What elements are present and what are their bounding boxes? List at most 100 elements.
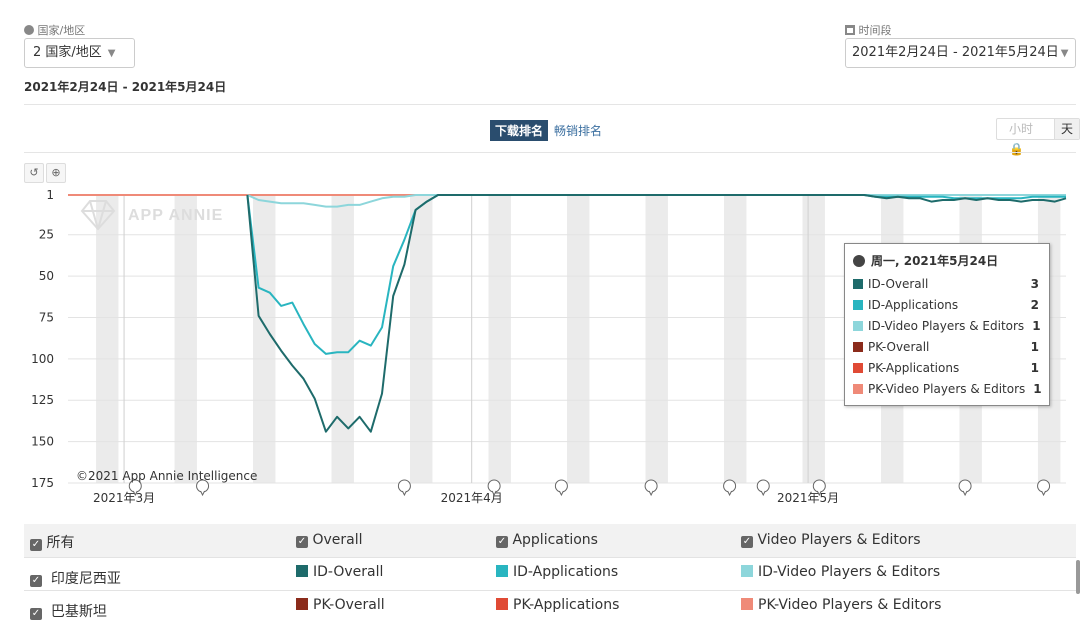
legend-row: ✓ 巴基斯坦 PK-Overall PK-Applications PK-Vid… [24,590,1076,623]
watermark-text: APP ANNIE [128,207,223,224]
x-tick-label: 2021年5月 [777,491,839,505]
tooltip-series-value: 3 [1030,276,1039,291]
event-marker-circle [397,479,411,493]
series-swatch [741,565,753,577]
y-tick-label: 125 [31,393,54,407]
period-select[interactable]: 2021年2月24日 - 2021年5月24日 ▼ [845,38,1076,68]
checkbox-checked-icon: ✓ [30,608,42,620]
y-tick-label: 25 [39,228,54,242]
event-marker-tail [648,490,654,497]
tooltip-series-value: 1 [1032,318,1041,333]
event-marker-tail [727,490,733,497]
legend-video-checkbox[interactable]: ✓ Video Players & Editors [741,532,921,548]
divider [24,152,1076,153]
y-tick-label: 175 [31,476,54,490]
x-tick-label: 2021年3月 [93,491,155,505]
event-marker-icon [723,479,737,497]
series-swatch [496,565,508,577]
legend-item-pk-applications[interactable]: PK-Applications [496,597,619,613]
tab-grossing-rank[interactable]: 畅销排名 [554,124,603,138]
legend-item-id-applications[interactable]: ID-Applications [496,564,618,580]
legend-item-pk-video[interactable]: PK-Video Players & Editors [741,597,941,613]
app-annie-watermark: APP ANNIE [80,200,223,231]
series-swatch [741,598,753,610]
tooltip-series-name: PK-Applications [868,360,960,375]
event-marker-tail [1041,490,1047,497]
series-swatch [853,320,863,331]
series-line-id-overall [246,194,1067,433]
tooltip-series-value: 1 [1033,381,1042,396]
globe-icon [24,25,34,35]
tab-download-rank[interactable]: 下载排名 [490,120,549,141]
event-marker-circle [723,479,737,493]
event-marker-tail [558,490,564,497]
legend-item-id-video[interactable]: ID-Video Players & Editors [741,564,940,580]
weekend-band [96,195,119,483]
event-marker-tail [962,490,968,497]
event-marker-icon [397,479,411,497]
series-swatch [853,341,863,352]
tooltip-series-name: ID-Overall [868,276,929,291]
checkbox-checked-icon: ✓ [741,536,753,548]
granularity-day[interactable]: 天 [1053,119,1079,139]
tooltip-title: 周一, 2021年5月24日 [871,254,999,268]
event-marker-circle [756,479,770,493]
caret-down-icon: ▼ [107,48,116,59]
series-swatch [496,598,508,610]
event-marker-tail [132,490,138,497]
event-marker-icon [812,479,826,497]
y-tick-label: 75 [39,310,54,324]
globe-icon [853,254,865,267]
y-tick-label: 1 [46,188,54,202]
tooltip-series-name: ID-Video Players & Editors [868,318,1025,333]
legend-country-id[interactable]: ✓ 印度尼西亚 [30,571,121,587]
tooltip-row: PK-Applications 1 [853,357,1039,378]
event-marker-circle [958,479,972,493]
granularity-hour[interactable]: 小时 🔒 [997,119,1054,156]
country-select[interactable]: 2 国家/地区 ▼ [24,38,135,68]
event-marker-tail [401,490,407,497]
event-marker-icon [756,479,770,497]
caret-down-icon: ▼ [1060,48,1069,59]
event-marker-tail [760,490,766,497]
event-marker-icon [644,479,658,497]
legend-applications-checkbox[interactable]: ✓ Applications [496,532,598,548]
series-swatch [853,383,863,394]
legend-item-pk-overall[interactable]: PK-Overall [296,597,385,613]
series-swatch [853,278,863,289]
y-tick-label: 150 [31,435,54,449]
chart-tooltip: 周一, 2021年5月24日 ID-Overall 3 ID-Application… [844,243,1050,406]
zoom-in-icon[interactable]: ⊕ [46,163,66,183]
date-range-title: 2021年2月24日 - 2021年5月24日 [24,80,227,94]
legend-country-pk[interactable]: ✓ 巴基斯坦 [30,604,107,620]
event-marker-tail [491,490,497,497]
y-tick-label: 50 [39,269,54,283]
diamond-logo-icon [80,200,116,231]
legend-item-id-overall[interactable]: ID-Overall [296,564,383,580]
event-marker-icon [554,479,568,497]
legend-row: ✓ 印度尼西亚 ID-Overall ID-Applications ID-Vi… [24,557,1076,590]
event-marker-icon [487,479,501,497]
legend-all-checkbox[interactable]: ✓ 所有 [30,535,75,551]
event-marker-icon [958,479,972,497]
undo-icon[interactable]: ↺ [24,163,44,183]
legend-overall-checkbox[interactable]: ✓ Overall [296,532,363,548]
weekend-band [723,195,747,483]
event-marker-circle [487,479,501,493]
granularity-toggle: 小时 🔒 天 [996,118,1080,156]
weekend-band [802,195,825,483]
series-swatch [853,362,863,373]
scrollbar-thumb[interactable] [1076,560,1080,594]
checkbox-checked-icon: ✓ [30,539,42,551]
y-tick-label: 100 [31,352,54,366]
legend-header-row: ✓ 所有 ✓ Overall ✓ Applications ✓ Video Pl… [24,524,1076,557]
checkbox-checked-icon: ✓ [496,536,508,548]
event-marker-tail [816,490,822,497]
weekend-band [174,195,197,483]
lock-icon: 🔒 [1009,142,1024,156]
series-swatch [853,299,863,310]
weekend-band [331,195,354,483]
tooltip-series-value: 1 [1030,339,1039,354]
weekend-band [645,195,668,483]
tooltip-row: ID-Applications 2 [853,294,1039,315]
